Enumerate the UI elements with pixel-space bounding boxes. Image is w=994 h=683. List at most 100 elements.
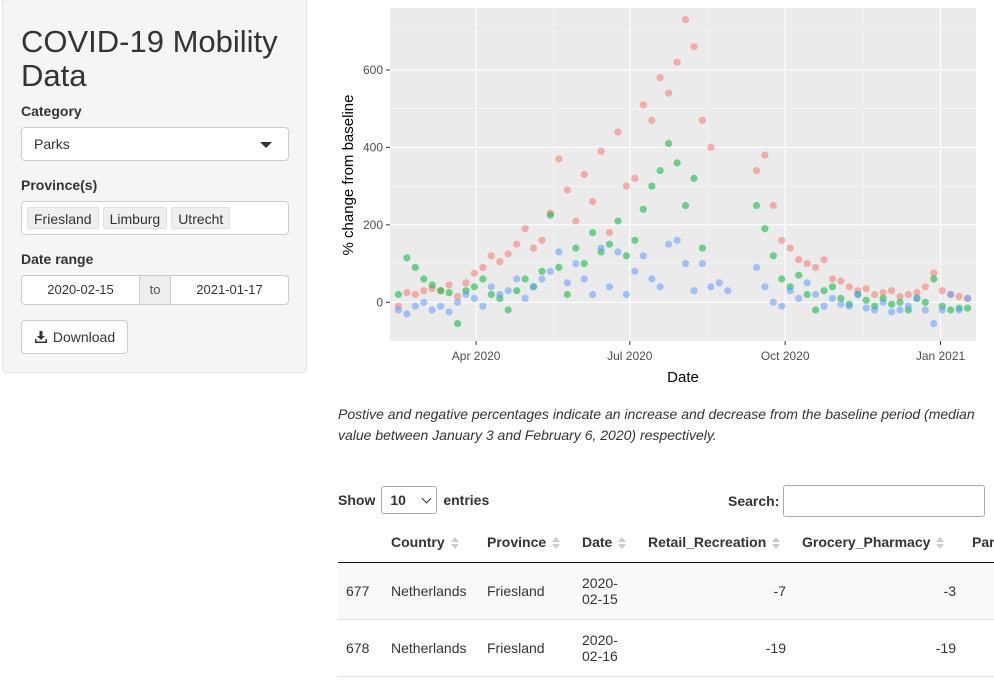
data-point	[930, 320, 938, 328]
chevron-down-icon	[260, 142, 272, 148]
data-point	[896, 298, 904, 306]
sort-icon	[618, 536, 627, 550]
data-point	[513, 275, 521, 283]
province-chip[interactable]: Limburg	[102, 207, 168, 229]
download-icon	[34, 331, 47, 343]
data-point	[521, 294, 529, 302]
data-point	[896, 306, 904, 314]
data-point	[411, 302, 419, 310]
column-header-parks[interactable]: Par	[964, 522, 994, 563]
data-point	[546, 211, 554, 219]
y-tick-label: 200	[363, 218, 383, 232]
data-point	[597, 244, 605, 252]
data-point	[681, 201, 690, 210]
data-point	[828, 283, 837, 291]
category-select[interactable]: Parks	[21, 127, 289, 161]
data-point	[513, 287, 521, 295]
page-length-value: 10	[390, 492, 406, 508]
data-point	[665, 240, 673, 248]
data-point	[955, 292, 963, 301]
column-header-province[interactable]: Province	[479, 522, 574, 563]
data-point	[614, 248, 622, 256]
data-point	[648, 182, 656, 190]
cell-parks	[964, 619, 994, 677]
page-length-control: Show 10 entries	[338, 486, 489, 514]
data-point	[879, 298, 887, 306]
data-point	[521, 275, 529, 283]
data-point	[403, 254, 411, 262]
data-point	[555, 263, 563, 271]
data-point	[403, 289, 411, 297]
data-point	[761, 283, 769, 291]
y-tick-label: 0	[376, 295, 383, 309]
cell-country: Netherlands	[383, 619, 479, 677]
x-tick-label: Jul 2020	[607, 349, 653, 363]
data-point	[904, 290, 913, 299]
table-header-row: Country Province Date Retail_Recreation …	[338, 522, 994, 563]
province-chip[interactable]: Friesland	[27, 207, 99, 229]
data-point	[639, 205, 647, 213]
date-start-input[interactable]: 2020-02-15	[21, 275, 140, 305]
column-header-retail-recreation[interactable]: Retail_Recreation	[640, 522, 794, 563]
column-header-index[interactable]	[338, 522, 383, 563]
x-axis-title: Date	[667, 369, 699, 386]
data-point	[529, 283, 538, 291]
data-point	[597, 147, 605, 155]
province-multiselect[interactable]: Friesland Limburg Utrecht	[21, 201, 289, 235]
data-point	[521, 225, 529, 233]
data-point	[778, 236, 786, 244]
entries-label: entries	[443, 492, 490, 508]
data-point	[487, 283, 495, 291]
data-point	[778, 302, 786, 310]
column-header-grocery-pharmacy[interactable]: Grocery_Pharmacy	[794, 522, 964, 563]
sort-icon	[450, 536, 459, 550]
data-point	[845, 302, 853, 310]
data-point	[580, 170, 588, 179]
data-point	[563, 279, 571, 287]
data-point	[820, 302, 828, 310]
province-chip[interactable]: Utrecht	[171, 207, 231, 229]
data-point	[479, 302, 487, 310]
data-point	[845, 283, 853, 291]
data-point	[470, 269, 478, 277]
data-point	[563, 186, 571, 194]
data-point	[690, 43, 698, 51]
download-label: Download	[52, 329, 116, 345]
data-point	[795, 256, 803, 264]
data-point	[504, 250, 512, 258]
data-point	[605, 283, 614, 291]
data-point	[504, 306, 512, 314]
sidebar-panel: COVID-19 Mobility Data Category Parks Pr…	[2, 0, 307, 373]
data-point	[964, 294, 972, 302]
table-row[interactable]: 677 Netherlands Friesland 2020-02-15 -7 …	[338, 562, 994, 620]
data-point	[479, 275, 487, 283]
data-point	[673, 236, 681, 244]
data-point	[803, 279, 811, 287]
data-point	[913, 294, 921, 302]
date-end-input[interactable]: 2021-01-17	[170, 275, 289, 305]
data-point	[803, 290, 811, 299]
data-point	[795, 294, 803, 302]
data-point	[862, 296, 870, 304]
data-point	[572, 217, 580, 225]
data-point	[681, 16, 690, 24]
data-point	[752, 167, 761, 175]
data-point	[496, 290, 504, 299]
data-point	[837, 300, 845, 308]
data-point	[828, 275, 837, 283]
data-point	[673, 159, 681, 167]
search-input[interactable]	[783, 485, 986, 517]
data-point	[955, 306, 963, 314]
data-point	[580, 260, 588, 268]
table-row[interactable]: 678 Netherlands Friesland 2020-02-16 -19…	[338, 619, 994, 677]
column-header-date[interactable]: Date	[574, 522, 640, 563]
data-point	[803, 260, 811, 268]
data-point	[572, 260, 580, 268]
page-length-select[interactable]: 10	[381, 486, 438, 514]
download-button[interactable]: Download	[21, 320, 128, 354]
column-header-country[interactable]: Country	[383, 522, 479, 563]
data-point	[589, 290, 597, 299]
data-point	[445, 281, 453, 289]
search-label: Search:	[728, 493, 780, 509]
data-point	[896, 292, 904, 301]
